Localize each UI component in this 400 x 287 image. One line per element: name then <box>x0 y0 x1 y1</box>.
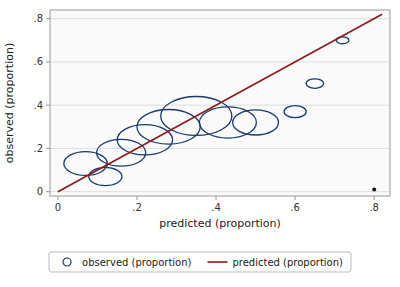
chart: 0 .2 .4 .6 .8 0 .2 .4 .6 .8 predicted (proportion)… <box>0 0 400 287</box>
tick-label: .4 <box>211 202 221 213</box>
tick <box>46 61 50 62</box>
plot-area <box>50 10 390 196</box>
tick <box>374 196 375 200</box>
tick-label: .2 <box>132 202 142 213</box>
tick <box>57 196 58 200</box>
axes: 0 .2 .4 .6 .8 0 .2 .4 .6 .8 <box>33 13 379 213</box>
legend: observed (proportion) predicted (proporti… <box>49 252 351 272</box>
bubble <box>233 110 279 135</box>
y-axis-label: observed (proportion) <box>3 43 16 163</box>
point <box>372 188 376 192</box>
tick-label: .8 <box>369 202 379 213</box>
tick-label: .6 <box>290 202 300 213</box>
bubble <box>97 139 146 166</box>
marks <box>58 14 382 191</box>
bubble <box>284 106 306 118</box>
legend-box <box>49 252 351 272</box>
tick-label: 0 <box>37 186 43 197</box>
legend-swatch <box>207 261 227 263</box>
tick <box>216 196 217 200</box>
tick <box>46 148 50 149</box>
tick <box>46 191 50 192</box>
legend-item: predicted (proportion) <box>207 257 343 268</box>
bubble <box>137 109 200 144</box>
grid-line <box>50 61 390 62</box>
bubble <box>199 107 256 138</box>
bubble <box>89 167 122 185</box>
tick <box>46 18 50 19</box>
tick-label: .8 <box>33 13 43 24</box>
legend-label: observed (proportion) <box>82 257 192 268</box>
tick <box>295 196 296 200</box>
tick-label: .6 <box>33 56 43 67</box>
grid <box>50 19 390 192</box>
line <box>58 14 382 191</box>
tick-label: .4 <box>33 100 43 111</box>
bubble <box>64 152 107 176</box>
grid-line <box>50 105 390 106</box>
bubble <box>117 125 172 155</box>
legend-swatch <box>63 258 71 266</box>
tick <box>46 105 50 106</box>
grid-line <box>50 148 390 149</box>
bubble <box>306 79 323 89</box>
frame <box>50 10 390 196</box>
tick-label: .2 <box>33 143 43 154</box>
grid-line <box>50 18 390 19</box>
grid-line <box>50 191 390 192</box>
legend-item: observed (proportion) <box>63 257 192 268</box>
legend-label: predicted (proportion) <box>232 257 343 268</box>
tick <box>136 196 137 200</box>
tick-label: 0 <box>55 202 61 213</box>
x-axis-label: predicted (proportion) <box>159 217 281 230</box>
